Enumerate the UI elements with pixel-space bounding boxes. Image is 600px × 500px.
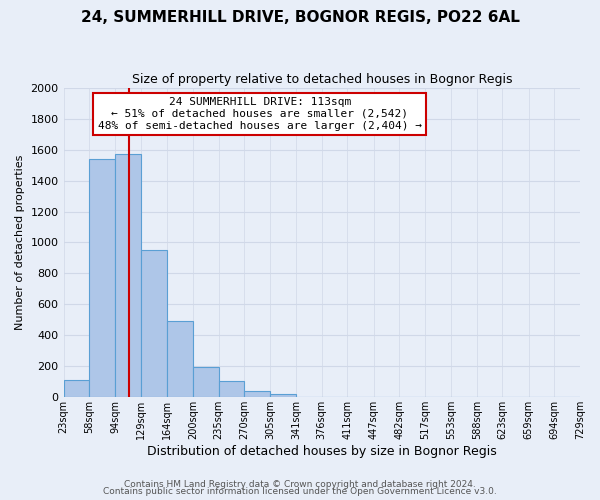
Text: 24, SUMMERHILL DRIVE, BOGNOR REGIS, PO22 6AL: 24, SUMMERHILL DRIVE, BOGNOR REGIS, PO22…: [80, 10, 520, 25]
Title: Size of property relative to detached houses in Bognor Regis: Size of property relative to detached ho…: [131, 72, 512, 86]
Bar: [167, 321, 193, 397]
Y-axis label: Number of detached properties: Number of detached properties: [15, 154, 25, 330]
Bar: [244, 392, 270, 397]
Text: 24 SUMMERHILL DRIVE: 113sqm
← 51% of detached houses are smaller (2,542)
48% of : 24 SUMMERHILL DRIVE: 113sqm ← 51% of det…: [98, 98, 422, 130]
Bar: [193, 368, 218, 397]
Bar: [89, 159, 115, 397]
Bar: [115, 154, 141, 397]
Bar: [141, 250, 167, 397]
X-axis label: Distribution of detached houses by size in Bognor Regis: Distribution of detached houses by size …: [147, 444, 497, 458]
Bar: [218, 382, 244, 397]
Text: Contains HM Land Registry data © Crown copyright and database right 2024.: Contains HM Land Registry data © Crown c…: [124, 480, 476, 489]
Text: Contains public sector information licensed under the Open Government Licence v3: Contains public sector information licen…: [103, 487, 497, 496]
Bar: [64, 380, 89, 397]
Bar: [270, 394, 296, 397]
